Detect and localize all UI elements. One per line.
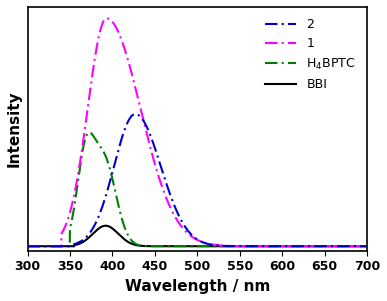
2 [25,244,30,248]
1 [365,244,369,248]
H$_4$BPTC [182,244,186,248]
1 [43,244,47,248]
BBI [365,244,369,248]
1 [355,244,360,248]
BBI [182,244,186,248]
BBI [43,244,47,248]
H$_4$BPTC [25,244,30,248]
1 [190,235,195,239]
H$_4$BPTC [87,131,92,134]
BBI [25,244,30,248]
Legend: 2, 1, H$_4$BPTC, BBI: 2, 1, H$_4$BPTC, BBI [260,13,361,96]
2 [293,244,297,248]
Line: BBI: BBI [27,226,367,246]
H$_4$BPTC [355,244,360,248]
BBI [103,224,108,228]
Y-axis label: Intensity: Intensity [7,91,22,167]
X-axis label: Wavelength / nm: Wavelength / nm [125,279,270,294]
H$_4$BPTC [365,244,369,248]
BBI [293,244,297,248]
2 [43,244,47,248]
H$_4$BPTC [355,244,360,248]
1 [293,244,297,248]
H$_4$BPTC [190,244,195,248]
BBI [355,244,360,248]
1 [25,244,30,248]
BBI [355,244,360,248]
2 [182,223,186,226]
BBI [190,244,195,248]
2 [365,244,369,248]
2 [133,112,138,116]
H$_4$BPTC [293,244,297,248]
1 [182,227,186,231]
2 [355,244,360,248]
Line: 1: 1 [27,18,367,246]
2 [355,244,360,248]
1 [355,244,360,248]
Line: 2: 2 [27,114,367,246]
2 [190,234,195,238]
1 [104,17,109,20]
H$_4$BPTC [43,244,47,248]
Line: H$_4$BPTC: H$_4$BPTC [27,132,367,246]
